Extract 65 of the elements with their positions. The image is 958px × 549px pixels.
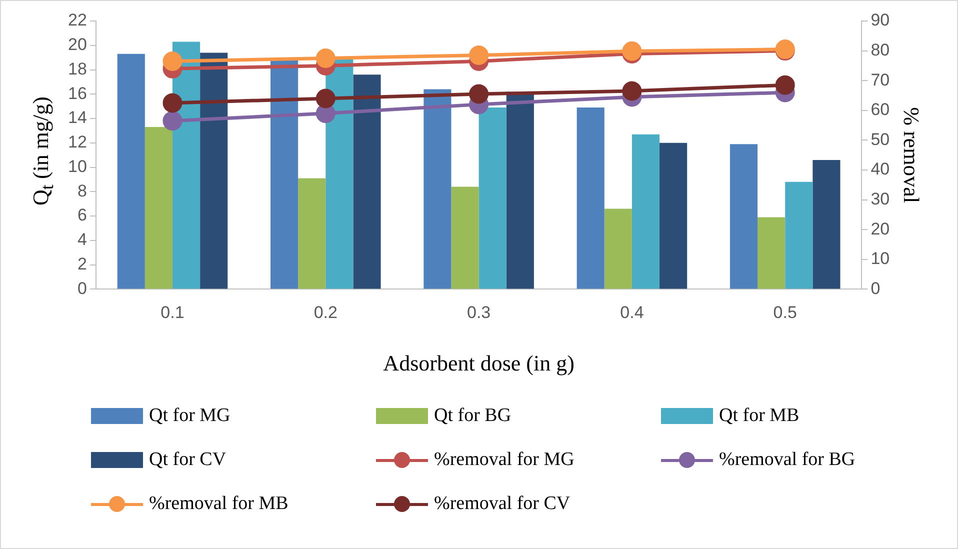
x-tick-label: 0.4 bbox=[620, 303, 644, 322]
legend-label: Qt for MG bbox=[149, 405, 230, 427]
y2-tick-label: 60 bbox=[870, 100, 890, 120]
x-tick-label: 0.3 bbox=[466, 303, 491, 322]
y2-tick-label: 90 bbox=[870, 10, 890, 30]
x-tick-label: 0.2 bbox=[314, 303, 338, 322]
point bbox=[622, 81, 642, 101]
y2-tick-label: 70 bbox=[870, 70, 890, 90]
legend-label: Qt for MB bbox=[719, 405, 800, 427]
point bbox=[775, 75, 795, 95]
y-tick-label: 2 bbox=[77, 254, 87, 274]
bar bbox=[326, 58, 354, 289]
legend-label: %removal for MG bbox=[434, 449, 574, 471]
legend-label: %removal for BG bbox=[719, 449, 856, 471]
legend-label: %removal for MB bbox=[149, 493, 288, 515]
x-axis-title: Adsorbent dose (in g) bbox=[383, 350, 574, 376]
bar bbox=[604, 208, 632, 289]
point bbox=[469, 84, 489, 104]
y-tick-label: 10 bbox=[68, 156, 87, 176]
bar bbox=[632, 134, 660, 289]
bar bbox=[144, 127, 172, 289]
y-tick-label: 22 bbox=[68, 10, 87, 30]
y-tick-label: 0 bbox=[77, 278, 87, 298]
bar bbox=[576, 108, 604, 289]
legend-label: Qt for BG bbox=[434, 405, 512, 427]
point bbox=[469, 46, 489, 66]
point bbox=[162, 51, 182, 71]
y-tick-label: 14 bbox=[68, 108, 87, 128]
bar bbox=[200, 52, 228, 289]
bar bbox=[451, 186, 479, 289]
bar bbox=[758, 217, 786, 289]
y-tick-label: 16 bbox=[68, 84, 87, 103]
bar bbox=[298, 178, 326, 289]
y-tick-label: 12 bbox=[68, 132, 87, 152]
bar bbox=[730, 144, 758, 289]
x-tick-label: 0.5 bbox=[773, 303, 797, 322]
y-tick-label: 8 bbox=[77, 181, 87, 200]
y2-tick-label: 20 bbox=[870, 219, 890, 238]
y2-tick-label: 50 bbox=[870, 130, 890, 149]
y-tick-label: 20 bbox=[68, 35, 87, 54]
bar bbox=[353, 74, 381, 289]
bar bbox=[660, 142, 688, 289]
point bbox=[162, 111, 182, 131]
bar bbox=[424, 89, 452, 289]
bar bbox=[506, 92, 534, 289]
legend-label: %removal for CV bbox=[434, 493, 570, 515]
point bbox=[316, 48, 336, 68]
point bbox=[316, 88, 336, 108]
y2-tick-label: 30 bbox=[870, 189, 890, 208]
point bbox=[162, 93, 182, 113]
y2-tick-label: 0 bbox=[870, 278, 880, 298]
bar bbox=[270, 58, 298, 289]
y2-tick-label: 40 bbox=[870, 160, 890, 179]
bar bbox=[812, 160, 840, 289]
bar bbox=[785, 182, 813, 289]
y-tick-label: 4 bbox=[77, 230, 87, 250]
y2-tick-label: 10 bbox=[870, 249, 890, 268]
y-tick-label: 6 bbox=[77, 206, 87, 225]
bar bbox=[478, 108, 506, 289]
bar bbox=[117, 54, 145, 289]
x-tick-label: 0.1 bbox=[160, 303, 184, 322]
y-tick-label: 18 bbox=[68, 59, 87, 78]
y2-tick-label: 80 bbox=[870, 40, 890, 60]
y2-axis-title: % removal bbox=[899, 107, 924, 204]
legend-label: Qt for CV bbox=[149, 449, 226, 471]
